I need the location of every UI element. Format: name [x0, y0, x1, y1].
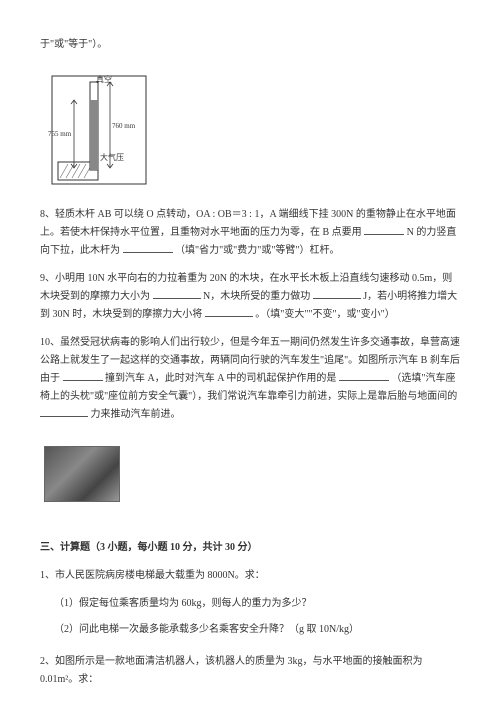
calc-2-stem: 2、如图所示是一款地面清洁机器人，该机器人的质量为 3kg，与水平地面的接触面积… [40, 653, 460, 689]
calc-1-stem: 1、市人民医院病房楼电梯最大载重为 8000N。求： [40, 567, 460, 585]
q10-text-4: 力来推动汽车前进。 [91, 409, 181, 420]
question-9: 9、小明用 10N 水平向右的力拉着重为 20N 的木块，在水平长木板上沿直线匀… [40, 270, 460, 324]
fig-label-755: 755 mm [48, 130, 72, 138]
question-10: 10、虽然受冠状病毒的影响人们出行较少，但是今年五一期间仍然发生许多交通事故，阜… [40, 334, 460, 424]
q10-blank-2 [339, 370, 389, 381]
q9-blank-3 [205, 306, 253, 317]
section-3-title: 三、计算题（3 小题，每小题 10 分，共计 30 分） [40, 539, 460, 557]
q9-text-2: N，木块所受的重力做功 [203, 291, 310, 302]
q9-blank-2 [313, 288, 361, 299]
calc-1-part1: （1）假定每位乘客质量均为 60kg，则每人的重力为多少？ [54, 595, 460, 613]
q10-blank-3 [40, 406, 88, 417]
calc-1-part2: （2）问此电梯一次最多能承载多少名乘客安全升降？（g 取 10N/kg） [54, 621, 460, 639]
q8-blank-1 [364, 224, 404, 235]
q8-text-3: （填"省力"或"费力"或"等臂"）杠杆。 [175, 245, 340, 256]
q9-text-4: 。（填"变大""不变"，或"变小"） [255, 309, 395, 320]
page-top-fragment: 于"或"等于"）。 [40, 36, 460, 54]
q8-blank-2 [123, 242, 173, 253]
figure-collision-photo [44, 446, 120, 502]
fig-label-atm: 大气压 [100, 152, 124, 162]
question-8: 8、轻质木杆 AB 可以绕 O 点转动，OA : OB＝3 : 1，A 端细线下… [40, 206, 460, 260]
q10-blank-1 [63, 370, 103, 381]
q9-blank-1 [153, 288, 201, 299]
fig-label-vacuum: 真空 [96, 74, 112, 84]
q10-text-2: 撞到汽车 A，此时对汽车 A 中的司机起保护作用的是 [105, 373, 336, 384]
fig-label-760: 760 mm [112, 122, 136, 130]
figure-barometer: 真空 755 mm 760 mm 大气压 [44, 72, 460, 192]
